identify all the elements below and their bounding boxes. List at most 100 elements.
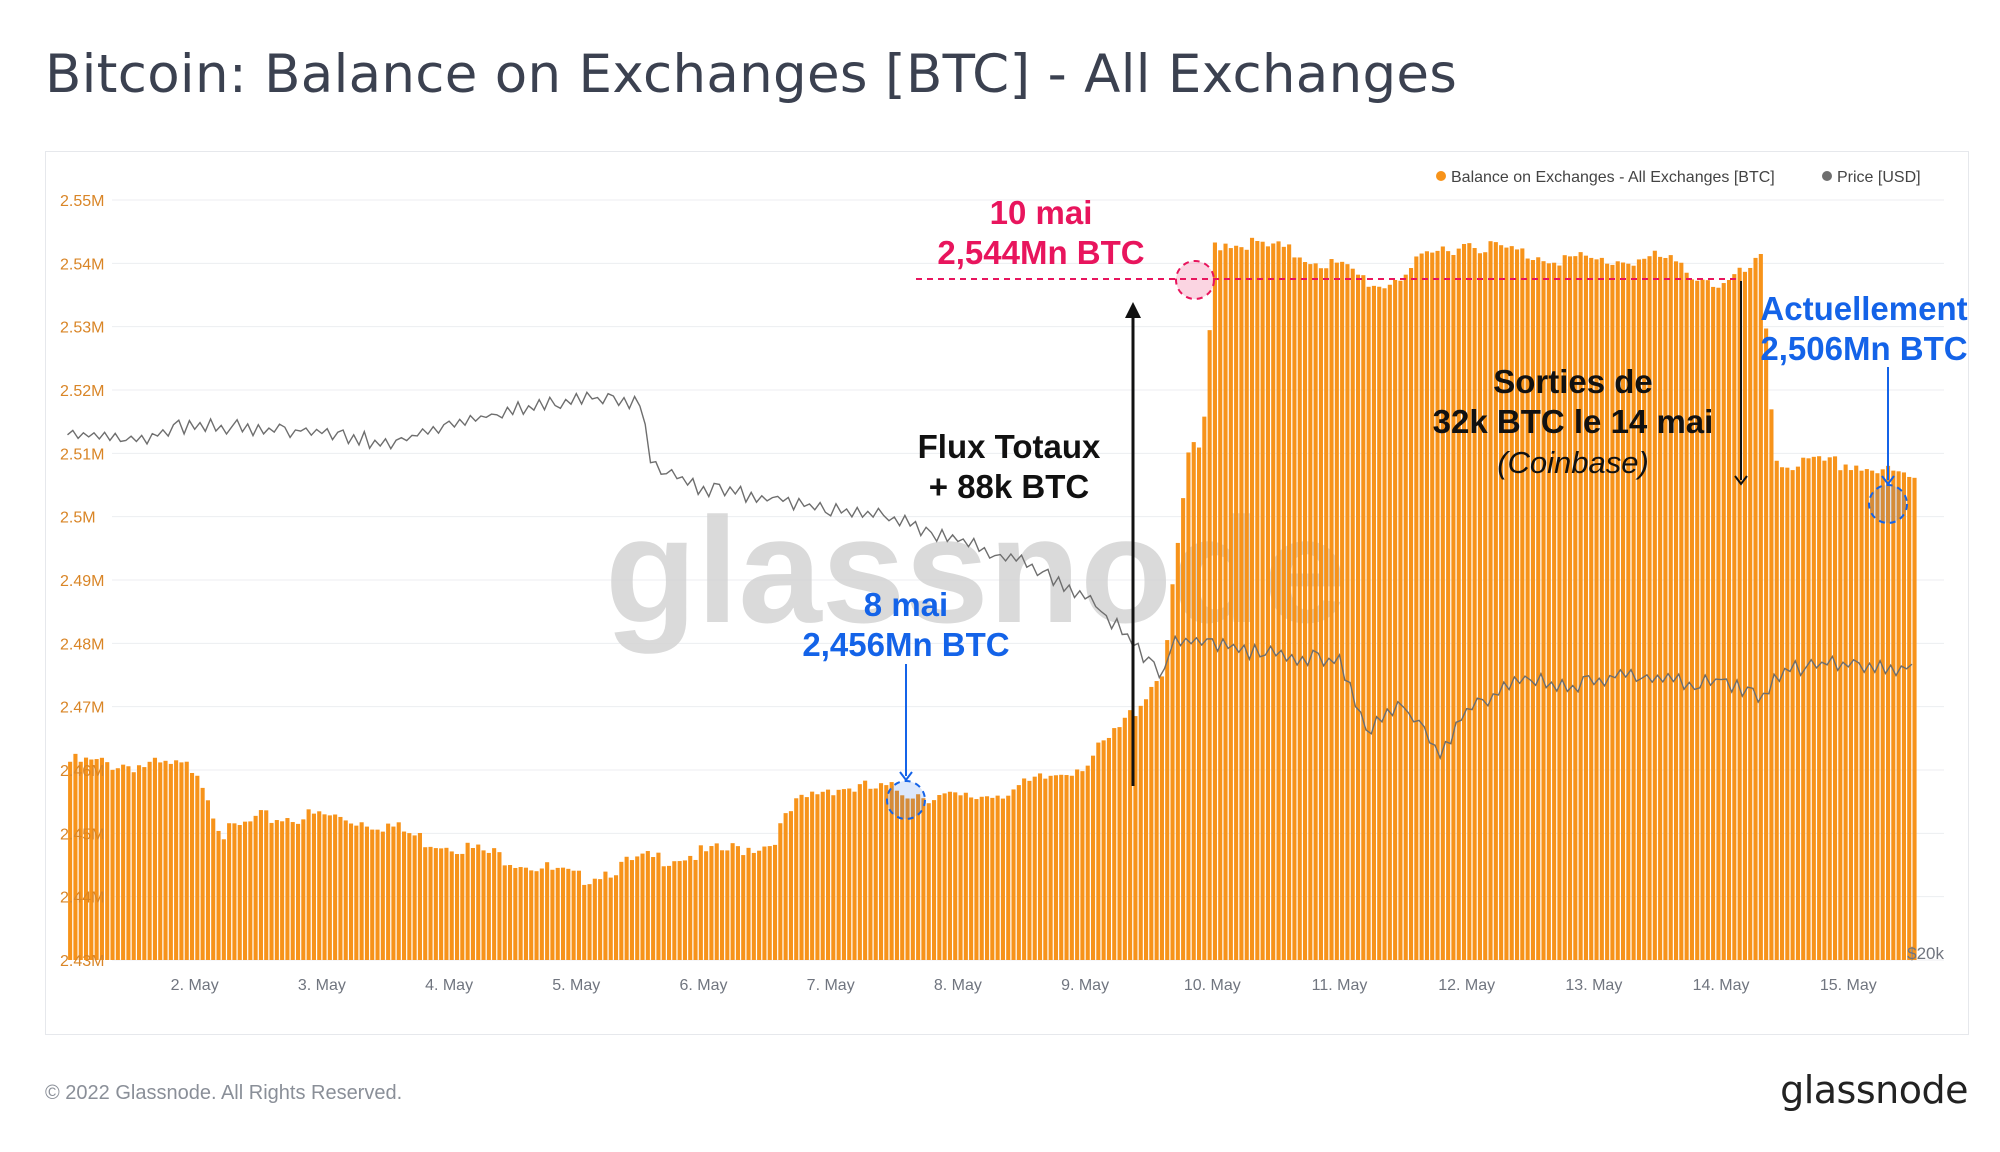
balance-bar <box>1154 681 1159 960</box>
balance-bar <box>1541 261 1546 960</box>
balance-bar <box>1620 262 1626 960</box>
y-tick-label: 2.5M <box>60 510 96 527</box>
balance-bar <box>295 823 301 960</box>
peak-value-label: 2,544Mn BTC <box>937 234 1144 271</box>
balance-bar <box>1324 268 1329 960</box>
balance-bar <box>1234 245 1239 960</box>
balance-bar <box>481 850 486 960</box>
balance-bar <box>163 760 168 960</box>
current-marker <box>1868 484 1908 524</box>
balance-bar <box>433 848 438 960</box>
page-title: Bitcoin: Balance on Exchanges [BTC] - Al… <box>45 44 1458 105</box>
balance-bar <box>364 826 369 960</box>
balance-bar <box>147 761 152 960</box>
balance-bar <box>1567 256 1573 960</box>
balance-bar <box>555 867 560 960</box>
balance-bar <box>248 821 253 960</box>
balance-bar <box>1636 259 1641 960</box>
balance-bar <box>1403 274 1408 960</box>
balance-bar <box>73 753 78 960</box>
balance-bar <box>1700 279 1705 960</box>
balance-bar <box>645 851 650 960</box>
balance-bar <box>1011 789 1016 960</box>
x-tick-label: 15. May <box>1820 977 1877 994</box>
balance-bar <box>168 763 173 960</box>
balance-bar <box>1175 542 1180 960</box>
balance-bar <box>338 816 343 960</box>
balance-bar <box>1398 280 1403 960</box>
balance-bar <box>428 846 433 960</box>
x-tick-label: 3. May <box>298 977 346 994</box>
x-tick-label: 12. May <box>1438 977 1495 994</box>
balance-bar <box>1244 249 1249 960</box>
balance-bar <box>757 850 762 960</box>
balance-bar <box>486 852 491 960</box>
balance-bar <box>1652 250 1657 960</box>
balance-bar <box>1249 237 1255 961</box>
balance-bar <box>1271 243 1276 960</box>
balance-bar <box>1742 271 1747 961</box>
balance-bar <box>1430 252 1435 960</box>
balance-bar <box>94 759 99 960</box>
balance-bar <box>746 847 751 960</box>
balance-bar <box>1758 253 1763 961</box>
balance-bar <box>1822 460 1827 960</box>
balance-bar <box>1419 253 1424 960</box>
balance-bar <box>136 765 142 960</box>
balance-bar <box>529 870 534 960</box>
flux-label-1: Flux Totaux <box>918 428 1101 465</box>
balance-bar <box>772 844 778 960</box>
balance-bar <box>900 795 905 960</box>
balance-bar <box>1499 245 1504 961</box>
balance-bar <box>311 813 316 960</box>
balance-bar <box>788 811 793 960</box>
balance-bar <box>1228 248 1233 961</box>
balance-bar <box>762 846 767 960</box>
balance-bar <box>370 829 375 960</box>
balance-bar <box>1578 252 1583 960</box>
balance-bar <box>1053 775 1058 960</box>
balance-bar <box>1779 467 1785 960</box>
balance-bar <box>1901 472 1906 960</box>
balance-bar <box>1329 259 1334 960</box>
balance-bar <box>322 814 327 960</box>
balance-bar <box>688 855 693 960</box>
y-tick-label: 2.44M <box>60 890 104 907</box>
balance-bar <box>719 850 725 960</box>
balance-bar <box>1583 255 1588 960</box>
balance-bar <box>1265 246 1270 961</box>
balance-bar <box>863 780 868 960</box>
balance-bar <box>1334 262 1339 960</box>
balance-bar <box>937 795 942 960</box>
y-tick-label: 2.43M <box>60 953 104 970</box>
balance-bar <box>386 823 391 960</box>
balance-bar <box>333 814 338 960</box>
balance-bar <box>269 822 274 960</box>
balance-bar <box>131 772 136 960</box>
balance-bar <box>174 760 179 960</box>
balance-bar <box>1907 476 1912 960</box>
balance-bar <box>969 797 974 960</box>
balance-bar <box>523 867 528 960</box>
balance-bar <box>635 856 640 960</box>
legend-balance-label[interactable]: Balance on Exchanges - All Exchanges [BT… <box>1451 169 1775 186</box>
y-tick-label: 2.46M <box>60 763 104 780</box>
glassnode-logo[interactable]: glassnode <box>1780 1068 1968 1112</box>
balance-bar <box>1435 250 1440 960</box>
balance-bar <box>598 879 603 960</box>
balance-bar <box>1658 256 1663 960</box>
balance-bar <box>995 795 1000 960</box>
legend-price-label[interactable]: Price [USD] <box>1837 169 1921 186</box>
balance-bar <box>1679 262 1684 960</box>
balance-bar <box>121 764 126 960</box>
balance-bar <box>1043 778 1048 960</box>
low-value-label: 2,456Mn BTC <box>802 626 1009 663</box>
balance-bar <box>1695 280 1700 960</box>
balance-bar <box>1885 465 1891 960</box>
balance-bar <box>661 866 666 960</box>
balance-bar <box>391 826 396 960</box>
balance-bar <box>1552 262 1557 960</box>
balance-bar <box>894 790 899 960</box>
y-tick-label: 2.55M <box>60 193 104 210</box>
peak-date-label: 10 mai <box>990 194 1093 231</box>
